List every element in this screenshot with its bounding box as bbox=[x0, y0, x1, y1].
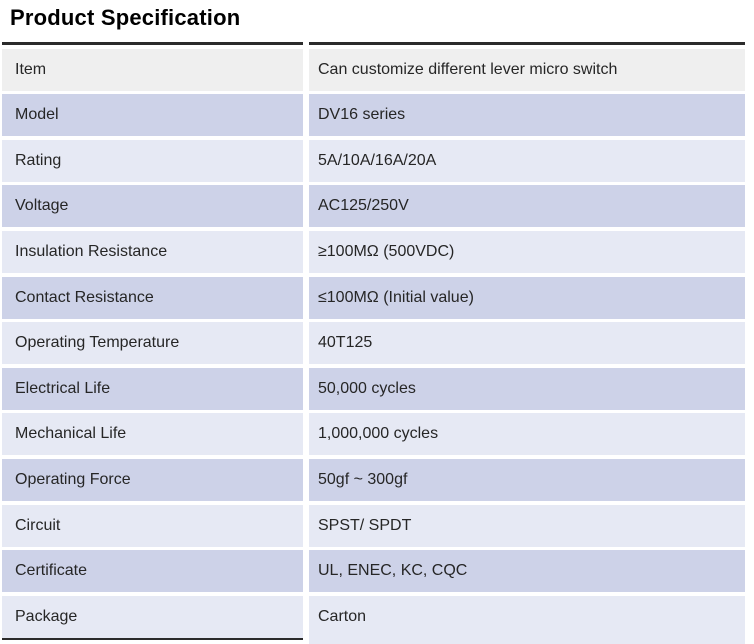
spec-value-cell: 40T125 bbox=[309, 322, 745, 365]
spec-label-cell: Insulation Resistance bbox=[2, 230, 303, 273]
spec-value-cell: SPST/ SPDT bbox=[309, 504, 745, 547]
column-divider bbox=[303, 185, 309, 228]
column-divider bbox=[303, 139, 309, 182]
column-divider bbox=[303, 230, 309, 273]
column-divider bbox=[303, 504, 309, 547]
spec-label-cell: Certificate bbox=[2, 550, 303, 593]
top-border-right-segment bbox=[309, 42, 745, 45]
spec-label-cell: Model bbox=[2, 94, 303, 137]
spec-label-cell: Operating Force bbox=[2, 458, 303, 501]
spec-value-cell: 50,000 cycles bbox=[309, 367, 745, 410]
spec-row-operating-force: Operating Force 50gf ~ 300gf bbox=[2, 458, 745, 501]
column-divider bbox=[303, 276, 309, 319]
spec-row-electrical-life: Electrical Life 50,000 cycles bbox=[2, 367, 745, 410]
column-divider bbox=[303, 94, 309, 137]
spec-value-cell: ≤100MΩ (Initial value) bbox=[309, 276, 745, 319]
spec-label-cell: Rating bbox=[2, 139, 303, 182]
spec-value-cell: 50gf ~ 300gf bbox=[309, 458, 745, 501]
spec-value-cell: ≥100MΩ (500VDC) bbox=[309, 230, 745, 273]
spec-value-cell: Can customize different lever micro swit… bbox=[309, 48, 745, 91]
spec-row-insulation-resistance: Insulation Resistance ≥100MΩ (500VDC) bbox=[2, 230, 745, 273]
column-divider bbox=[303, 413, 309, 456]
spec-value-cell: Carton bbox=[309, 595, 745, 644]
spec-value-cell: AC125/250V bbox=[309, 185, 745, 228]
spec-row-operating-temperature: Operating Temperature 40T125 bbox=[2, 322, 745, 365]
page-title: Product Specification bbox=[10, 5, 241, 30]
spec-label-cell: Item bbox=[2, 48, 303, 91]
spec-value-cell: 5A/10A/16A/20A bbox=[309, 139, 745, 182]
spec-row-item: Item Can customize different lever micro… bbox=[2, 48, 745, 91]
column-divider bbox=[303, 550, 309, 593]
spec-label-cell: Voltage bbox=[2, 185, 303, 228]
spec-label-cell: Contact Resistance bbox=[2, 276, 303, 319]
spec-value-cell: DV16 series bbox=[309, 94, 745, 137]
spec-row-package: Package Carton bbox=[2, 595, 745, 644]
spec-value-cell: UL, ENEC, KC, CQC bbox=[309, 550, 745, 593]
column-divider bbox=[303, 322, 309, 365]
table-top-border bbox=[2, 42, 745, 45]
spec-label-cell: Circuit bbox=[2, 504, 303, 547]
spec-value-cell: 1,000,000 cycles bbox=[309, 413, 745, 456]
spec-row-certificate: Certificate UL, ENEC, KC, CQC bbox=[2, 550, 745, 593]
spec-row-mechanical-life: Mechanical Life 1,000,000 cycles bbox=[2, 413, 745, 456]
spec-row-model: Model DV16 series bbox=[2, 94, 745, 137]
spec-row-circuit: Circuit SPST/ SPDT bbox=[2, 504, 745, 547]
column-divider bbox=[303, 367, 309, 410]
spec-row-rating: Rating 5A/10A/16A/20A bbox=[2, 139, 745, 182]
spec-row-voltage: Voltage AC125/250V bbox=[2, 185, 745, 228]
top-border-gap bbox=[303, 42, 309, 45]
top-border-left-segment bbox=[2, 42, 303, 45]
spec-row-contact-resistance: Contact Resistance ≤100MΩ (Initial value… bbox=[2, 276, 745, 319]
column-divider bbox=[303, 458, 309, 501]
spec-label-cell: Package bbox=[2, 595, 303, 640]
spec-label-cell: Mechanical Life bbox=[2, 413, 303, 456]
spec-table: Item Can customize different lever micro… bbox=[2, 42, 745, 644]
column-divider bbox=[303, 48, 309, 91]
spec-label-cell: Electrical Life bbox=[2, 367, 303, 410]
spec-label-cell: Operating Temperature bbox=[2, 322, 303, 365]
